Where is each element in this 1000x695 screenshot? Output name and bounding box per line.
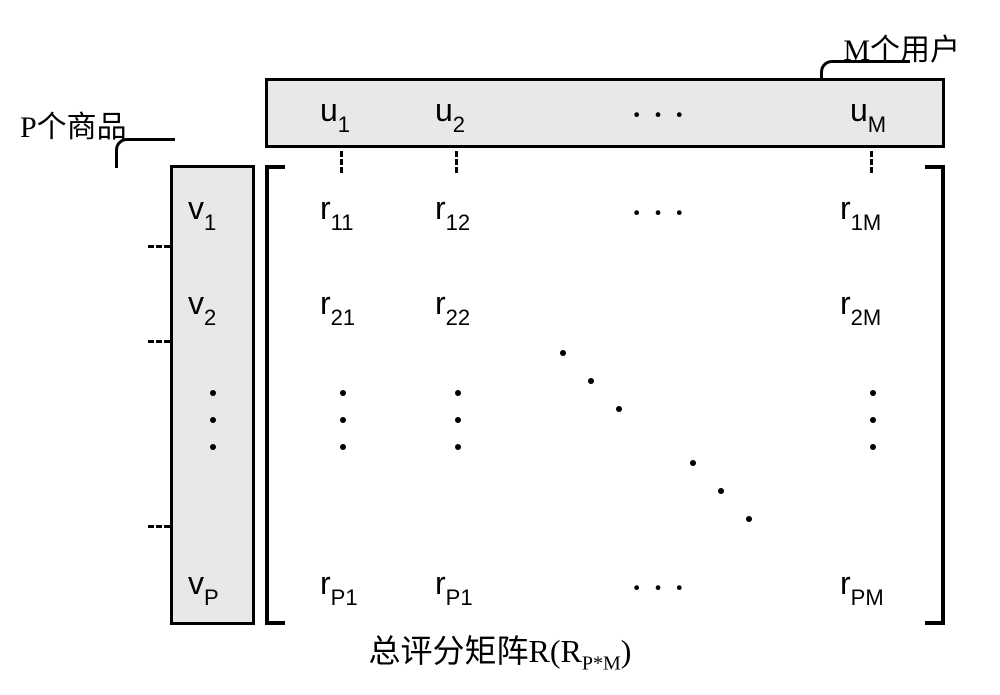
col2-vdots (453, 390, 463, 450)
colM-vdots (868, 390, 878, 450)
dash-rowP (148, 525, 170, 528)
users-header-bar (265, 78, 945, 148)
matrix-right-bracket (925, 165, 945, 625)
side-vP: vP (188, 565, 219, 607)
dash-col1 (340, 151, 343, 173)
cell-r11: r11 (320, 190, 354, 232)
rowP-hdots: ··· (630, 583, 694, 593)
cell-r2M: r2M (840, 285, 881, 327)
dash-row2 (148, 340, 170, 343)
header-u2: u2 (435, 92, 465, 134)
side-vdots (208, 390, 218, 450)
ddots-lower (690, 460, 770, 540)
col1-vdots (338, 390, 348, 450)
cell-rP1-dup: rP1 (435, 565, 473, 607)
row1-hdots: ··· (630, 208, 694, 218)
header-u1: u1 (320, 92, 350, 134)
cell-r1M: r1M (840, 190, 881, 232)
leader-line-products (115, 138, 175, 168)
cell-rP1: rP1 (320, 565, 358, 607)
header-hdots: ··· (630, 110, 694, 120)
side-v2: v2 (188, 285, 216, 327)
label-p-products: P个商品 (20, 102, 127, 146)
matrix-caption: 总评分矩阵R(RP*M) (20, 626, 980, 675)
cell-r21: r21 (320, 285, 355, 327)
matrix-left-bracket (265, 165, 285, 625)
side-v1: v1 (188, 190, 216, 232)
dash-row1 (148, 245, 170, 248)
cell-r22: r22 (435, 285, 470, 327)
cell-rPM: rPM (840, 565, 884, 607)
cell-r12: r12 (435, 190, 470, 232)
header-uM: uM (850, 92, 886, 134)
diagram-root: M个用户 P个商品 u1 u2 ··· uM v1 v2 vP r11 r12 … (20, 20, 980, 675)
ddots-upper (560, 350, 640, 430)
dash-colM (870, 151, 873, 173)
dash-col2 (455, 151, 458, 173)
